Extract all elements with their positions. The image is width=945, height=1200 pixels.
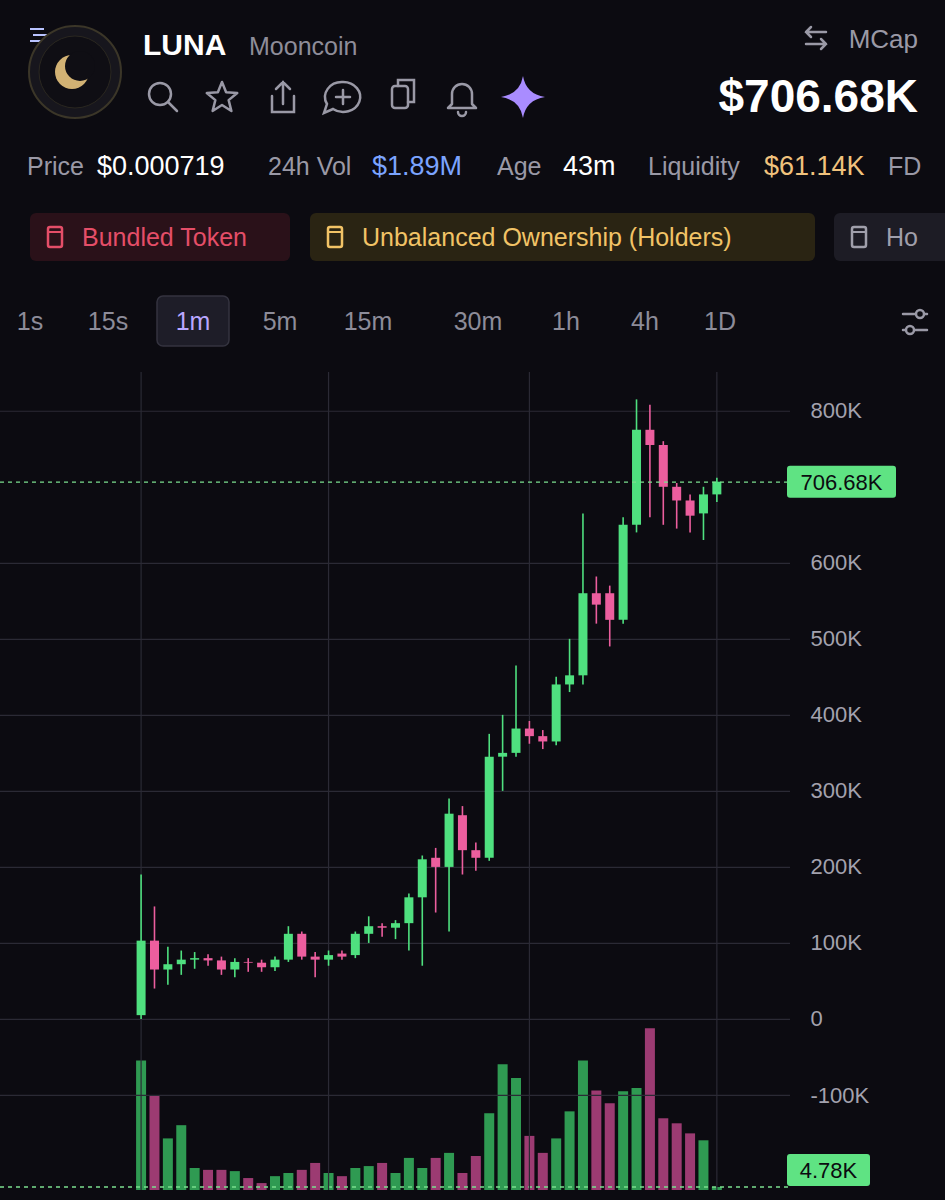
svg-text:Unbalanced Ownership (Holders): Unbalanced Ownership (Holders) bbox=[362, 223, 732, 251]
svg-text:-100K: -100K bbox=[811, 1083, 870, 1108]
svg-text:300K: 300K bbox=[811, 778, 863, 803]
svg-text:Mooncoin: Mooncoin bbox=[249, 32, 357, 60]
svg-text:24h Vol: 24h Vol bbox=[268, 152, 351, 180]
svg-text:Age: Age bbox=[497, 152, 541, 180]
svg-text:100K: 100K bbox=[811, 930, 863, 955]
svg-text:1s: 1s bbox=[17, 307, 43, 335]
svg-text:706.68K: 706.68K bbox=[801, 470, 883, 495]
svg-text:200K: 200K bbox=[811, 854, 863, 879]
svg-text:FD: FD bbox=[888, 152, 921, 180]
svg-text:MCap: MCap bbox=[849, 24, 918, 54]
svg-text:15m: 15m bbox=[344, 307, 393, 335]
svg-text:1D: 1D bbox=[704, 307, 736, 335]
svg-text:$0.000719: $0.000719 bbox=[97, 151, 225, 181]
svg-text:0: 0 bbox=[811, 1006, 823, 1031]
svg-text:600K: 600K bbox=[811, 550, 863, 575]
svg-text:4h: 4h bbox=[631, 307, 659, 335]
svg-text:$61.14K: $61.14K bbox=[764, 151, 865, 181]
svg-text:1h: 1h bbox=[552, 307, 580, 335]
svg-text:800K: 800K bbox=[811, 398, 863, 423]
svg-text:$1.89M: $1.89M bbox=[372, 151, 462, 181]
svg-text:1m: 1m bbox=[176, 307, 211, 335]
svg-text:500K: 500K bbox=[811, 626, 863, 651]
svg-text:Ho: Ho bbox=[886, 223, 918, 251]
svg-text:4.78K: 4.78K bbox=[800, 1158, 858, 1183]
svg-text:30m: 30m bbox=[454, 307, 503, 335]
svg-text:43m: 43m bbox=[563, 151, 616, 181]
svg-text:Bundled Token: Bundled Token bbox=[82, 223, 247, 251]
svg-text:Liquidity: Liquidity bbox=[648, 152, 740, 180]
svg-text:Price: Price bbox=[27, 152, 84, 180]
svg-text:5m: 5m bbox=[263, 307, 298, 335]
svg-text:15s: 15s bbox=[88, 307, 128, 335]
svg-text:LUNA: LUNA bbox=[143, 28, 226, 61]
svg-text:400K: 400K bbox=[811, 702, 863, 727]
svg-text:$706.68K: $706.68K bbox=[719, 70, 919, 122]
